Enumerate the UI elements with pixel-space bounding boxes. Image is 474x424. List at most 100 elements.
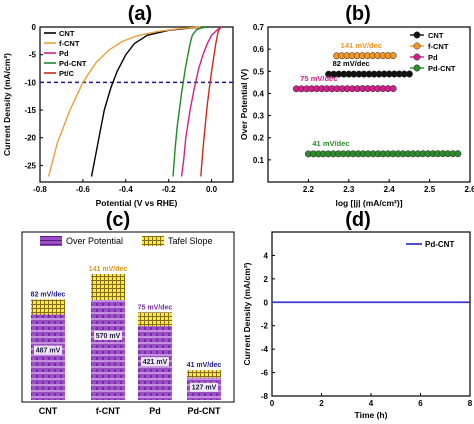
panel-d-plot-frame [271, 231, 471, 397]
panel-c-category-label: f-CNT [96, 406, 121, 416]
panel-c-tafel-bar [187, 370, 221, 378]
panel-c-bar-chart: Over Potential Tafel Slope 82 mV/dec 487 mV… [21, 231, 235, 416]
panel-b-legend-marker [413, 42, 421, 50]
panel-d-x-tick-label: 0 [270, 399, 275, 408]
panel-b-legend-marker [413, 31, 421, 39]
panel-d-y-tick-label: -8 [261, 392, 269, 401]
panel-c-over-potential-value-label: 127 mV [192, 385, 217, 392]
panel-b-data-point [389, 52, 397, 60]
panel-a-x-axis-label: Potential (V vs RHE) [96, 198, 178, 208]
panel-b-y-tick-label: 0.7 [253, 23, 265, 32]
panel-a-series-line [180, 26, 223, 177]
panel-letter-b: (b) [345, 3, 371, 25]
panel-c-tafel-value-label: 141 mV/dec [89, 266, 128, 273]
panel-a-x-tick-label: -0.6 [76, 185, 90, 194]
panel-b-y-tick-label: 0.5 [253, 67, 265, 76]
panel-c-value-label-bg [190, 382, 218, 392]
panel-b-data-point [389, 85, 397, 93]
panel-b-x-tick-label: 2.2 [303, 185, 315, 194]
panel-a-series-line [172, 26, 208, 177]
panel-b-legend-marker [413, 64, 421, 72]
panel-b-data-point [405, 70, 413, 78]
panel-d-y-tick-label: -4 [261, 345, 269, 354]
panel-c-tafel-bar [91, 274, 125, 300]
panel-c-over-potential-value-label: 570 mV [96, 333, 121, 340]
panel-letter-d: (d) [345, 209, 371, 231]
panel-b-slope-label: 141 mV/dec [341, 41, 382, 50]
panel-a-y-axis-label: Current Density (mA/cm²) [2, 53, 12, 156]
panel-a-legend-label: Pd-CNT [59, 59, 87, 68]
panel-d-y-tick-label: 2 [264, 275, 269, 284]
panel-b-y-tick-label: 0.6 [253, 45, 265, 54]
panel-c-value-label-bg [141, 357, 169, 367]
panel-d-x-tick-label: 2 [319, 399, 324, 408]
panel-d-y-tick-label: 0 [264, 298, 269, 307]
panel-b-data-point [454, 150, 462, 158]
panel-a-x-tick-label: -0.2 [162, 185, 176, 194]
panel-a-legend-label: f-CNT [59, 39, 80, 48]
panel-a-x-tick-label: 0.0 [206, 185, 218, 194]
panel-a-y-tick-label: -20 [24, 134, 36, 143]
panel-b-legend-label: Pd [428, 53, 438, 62]
panel-letter-a: (a) [128, 3, 152, 25]
panel-b-legend-label: CNT [428, 31, 444, 40]
panel-a-lsv-chart: -0.8 -0.6 -0.4 -0.2 0.0 0 -5 -10 -15 -20 -25 Potent… [2, 23, 234, 208]
panel-c-over-potential-value-label: 421 mV [143, 359, 168, 366]
panel-d-x-tick-label: 6 [418, 399, 423, 408]
panel-b-legend-marker [413, 53, 421, 61]
panel-a-x-tick-label: -0.8 [33, 185, 47, 194]
panel-b-y-tick-label: 0.3 [253, 112, 265, 121]
panel-d-stability-chart: 0 2 4 6 8 4 2 0 -2 -4 -6 -8 Time (h) Current Density … [242, 231, 473, 420]
panel-d-x-tick-label: 4 [369, 399, 374, 408]
panel-b-x-tick-label: 2.3 [343, 185, 355, 194]
panel-d-y-tick-label: -2 [261, 322, 269, 331]
panel-c-value-label-bg [34, 345, 62, 355]
panel-d-y-tick-label: -6 [261, 369, 269, 378]
panel-a-series-line [200, 26, 221, 177]
panel-c-category-label: Pd-CNT [188, 406, 221, 416]
panel-a-legend-label: Pd [59, 49, 69, 58]
panel-a-legend-label: CNT [59, 29, 75, 38]
panel-d-x-tick-label: 8 [468, 399, 473, 408]
panel-a-legend-label: Pt/C [59, 69, 75, 78]
panel-c-tafel-value-label: 41 mV/dec [187, 362, 222, 369]
panel-b-x-tick-label: 2.4 [384, 185, 396, 194]
panel-c-frame [21, 231, 235, 403]
panel-c-legend-label-tafel: Tafel Slope [168, 236, 213, 246]
panel-c-tafel-bar [31, 299, 65, 315]
panel-b-plot-frame [267, 26, 471, 183]
panel-c-category-label: CNT [39, 406, 58, 416]
panel-a-y-tick-label: 0 [32, 23, 37, 32]
panel-b-x-axis-label: log [|j| (mA/cm²)] [335, 198, 402, 208]
panel-c-over-potential-bar [91, 300, 125, 400]
panel-a-y-tick-label: -15 [24, 106, 36, 115]
panel-b-y-tick-label: 0.1 [253, 156, 265, 165]
panel-b-legend-label: f-CNT [428, 42, 449, 51]
panel-c-legend-swatch-over-potential [40, 236, 62, 246]
panel-d-y-axis-label: Current Density (mA/cm²) [242, 262, 252, 365]
panel-c-over-potential-value-label: 487 mV [36, 348, 61, 355]
panel-b-y-tick-label: 0.4 [253, 89, 265, 98]
panel-a-x-tick-label: -0.4 [119, 185, 133, 194]
panel-letter-c: (c) [106, 209, 130, 231]
panel-b-y-tick-label: 0.2 [253, 134, 265, 143]
panel-c-tafel-bar [138, 312, 172, 327]
panel-d-legend-label: Pd-CNT [425, 240, 454, 249]
panel-c-tafel-value-label: 82 mV/dec [31, 291, 66, 298]
panel-c-legend-label-over-potential: Over Potential [66, 236, 123, 246]
panel-d-x-axis-label: Time (h) [355, 410, 388, 420]
panel-b-slope-label: 75 mV/dec [300, 74, 337, 83]
panel-a-series-line [47, 26, 201, 177]
panel-a-plot-frame [39, 26, 234, 183]
panel-d-y-tick-label: 4 [264, 251, 269, 260]
panel-c-category-label: Pd [149, 406, 161, 416]
panel-b-x-tick-label: 2.5 [424, 185, 436, 194]
panel-b-y-axis-label: Over Potential (V) [239, 69, 249, 140]
panel-a-y-tick-label: -5 [29, 51, 37, 60]
panel-c-value-label-bg [94, 331, 122, 340]
panel-c-tafel-value-label: 75 mV/dec [138, 304, 173, 311]
panel-b-x-tick-label: 2.6 [464, 185, 474, 194]
panel-a-y-tick-label: -10 [24, 78, 36, 87]
panel-b-slope-label: 82 mV/dec [333, 59, 370, 68]
